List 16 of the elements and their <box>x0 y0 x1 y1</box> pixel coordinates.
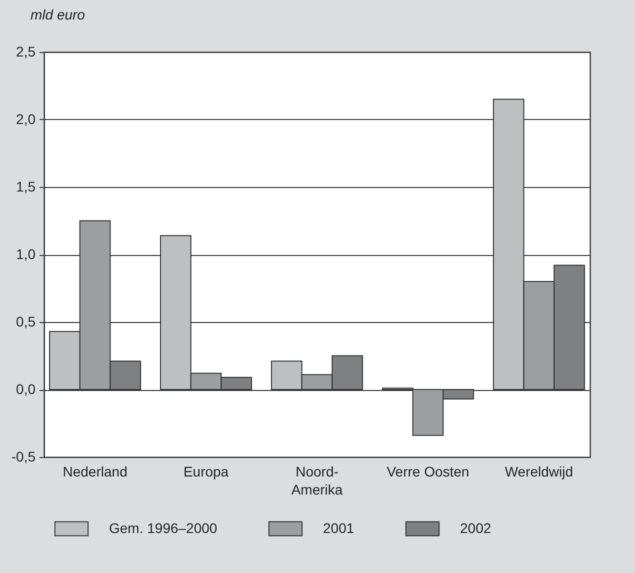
x-tick-label: Nederland <box>62 464 128 480</box>
legend-label: 2002 <box>460 520 492 536</box>
y-tick-label: 2,5 <box>16 44 36 60</box>
y-tick-label: 1,5 <box>16 178 36 194</box>
legend-label: Gem. 1996–2000 <box>109 520 218 536</box>
x-tick-label: Noord-Amerika <box>291 464 343 498</box>
y-tick-label: 0,5 <box>16 314 36 330</box>
y-tick-label: -0,5 <box>11 448 36 464</box>
y-axis-title: mld euro <box>30 6 86 22</box>
x-tick-label: Wereldwijd <box>504 464 574 480</box>
y-tick-label: 1,0 <box>16 246 36 262</box>
x-tick-label: Europa <box>183 464 229 480</box>
legend-label: 2001 <box>323 520 354 536</box>
x-tick-label: Verre Oosten <box>386 464 470 480</box>
y-tick-label: 0,0 <box>16 381 36 397</box>
y-tick-label: 2,0 <box>16 111 36 127</box>
